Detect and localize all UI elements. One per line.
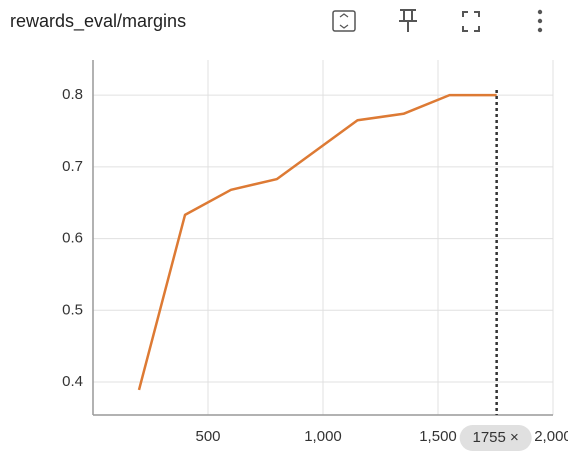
fit-icon[interactable]: [332, 10, 356, 32]
y-tick-label: 0.4: [62, 373, 83, 390]
line: [137, 93, 497, 391]
y-tick-label: 0.5: [62, 301, 83, 318]
cursor-pill: [459, 425, 532, 451]
cursor-label: 1755 ×: [473, 429, 519, 446]
more-icon[interactable]: [537, 9, 543, 33]
chart-title: rewards_eval/margins: [10, 11, 186, 32]
x-tick-label: 1,000: [304, 428, 342, 445]
fullscreen-icon[interactable]: [462, 11, 480, 32]
x-tick-label: 1,500: [419, 428, 457, 445]
y-tick-label: 0.6: [62, 230, 83, 247]
y-tick-label: 0.8: [62, 86, 83, 103]
x-tick-label: 2,000: [534, 428, 568, 445]
x-tick-label: 500: [195, 428, 220, 445]
pin-icon[interactable]: [399, 9, 417, 32]
y-tick-label: 0.7: [62, 158, 83, 175]
